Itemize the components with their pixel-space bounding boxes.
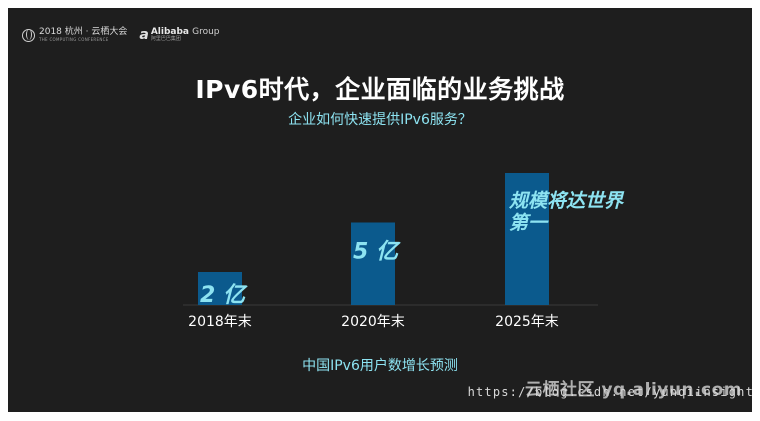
bar bbox=[198, 272, 242, 305]
alibaba-mark-icon: a bbox=[139, 27, 149, 43]
watermark-logo: 云栖社区 yq.aliyun.com bbox=[525, 380, 742, 400]
chart-caption: 中国IPv6用户数增长预测 bbox=[302, 358, 458, 374]
conference-logo: 2018 杭州 · 云栖大会 THE COMPUTING CONFERENCE bbox=[22, 28, 127, 42]
bar-data-label: 规模将达世界 bbox=[509, 190, 625, 212]
alibaba-logo: a Alibaba Group 阿里巴巴集团 bbox=[139, 27, 219, 43]
bar-data-label: 5 亿 bbox=[353, 240, 401, 265]
bar bbox=[505, 173, 549, 305]
watermark-url: https://blog.csdn.net/yunqiinsight bbox=[467, 385, 754, 399]
slide: 2018 杭州 · 云栖大会 THE COMPUTING CONFERENCE … bbox=[8, 8, 752, 412]
x-tick-label: 2018年末 bbox=[188, 314, 252, 330]
branding-bar: 2018 杭州 · 云栖大会 THE COMPUTING CONFERENCE … bbox=[22, 26, 220, 44]
x-tick-label: 2020年末 bbox=[341, 314, 405, 330]
bar-data-label: 2 亿 bbox=[200, 283, 248, 308]
slide-subtitle: 企业如何快速提供IPv6服务？ bbox=[288, 112, 472, 128]
alibaba-group: Group bbox=[192, 27, 220, 37]
x-tick-label: 2025年末 bbox=[495, 314, 559, 330]
bar-data-label: 第一 bbox=[509, 212, 549, 234]
alibaba-chinese-name: 阿里巴巴集团 bbox=[150, 36, 181, 42]
alibaba-name: Alibaba bbox=[150, 27, 189, 37]
globe-icon bbox=[22, 28, 35, 42]
slide-title: IPv6时代，企业面临的业务挑战 bbox=[195, 75, 565, 104]
conference-tagline: THE COMPUTING CONFERENCE bbox=[39, 37, 109, 42]
bar bbox=[351, 222, 395, 305]
conference-name: 2018 杭州 · 云栖大会 bbox=[39, 27, 128, 37]
